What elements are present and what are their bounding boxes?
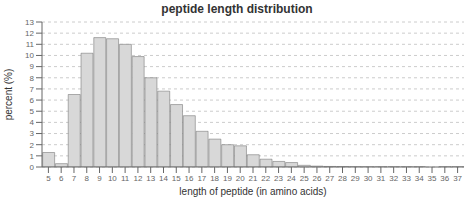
svg-text:length of peptide (in amino ac: length of peptide (in amino acids) xyxy=(179,186,326,197)
svg-text:13: 13 xyxy=(25,18,34,27)
svg-text:9: 9 xyxy=(97,174,102,183)
svg-text:22: 22 xyxy=(261,174,270,183)
svg-text:7: 7 xyxy=(30,85,35,94)
svg-text:35: 35 xyxy=(428,174,437,183)
svg-text:8: 8 xyxy=(30,74,35,83)
svg-text:8: 8 xyxy=(85,174,90,183)
svg-text:25: 25 xyxy=(300,174,309,183)
svg-text:percent (%): percent (%) xyxy=(8,69,14,121)
svg-text:21: 21 xyxy=(249,174,258,183)
svg-text:26: 26 xyxy=(312,174,321,183)
svg-text:30: 30 xyxy=(364,174,373,183)
svg-text:17: 17 xyxy=(197,174,206,183)
svg-text:6: 6 xyxy=(30,96,35,105)
svg-text:12: 12 xyxy=(133,174,142,183)
svg-text:20: 20 xyxy=(236,174,245,183)
svg-text:13: 13 xyxy=(146,174,155,183)
svg-text:32: 32 xyxy=(389,174,398,183)
svg-text:27: 27 xyxy=(325,174,334,183)
svg-text:24: 24 xyxy=(287,174,296,183)
svg-text:3: 3 xyxy=(30,129,35,138)
svg-text:6: 6 xyxy=(59,174,64,183)
html-text:peptide length distribution: peptide length distribution xyxy=(161,2,313,16)
svg-text:15: 15 xyxy=(172,174,181,183)
svg-text:4: 4 xyxy=(30,118,35,127)
svg-text:11: 11 xyxy=(26,40,35,49)
svg-text:36: 36 xyxy=(440,174,449,183)
svg-text:37: 37 xyxy=(453,174,462,183)
svg-text:12: 12 xyxy=(25,29,34,38)
svg-text:1: 1 xyxy=(30,152,35,161)
svg-text:9: 9 xyxy=(30,62,35,71)
svg-text:7: 7 xyxy=(72,174,77,183)
svg-text:18: 18 xyxy=(210,174,219,183)
svg-text:34: 34 xyxy=(415,174,424,183)
svg-text:0: 0 xyxy=(30,163,35,172)
svg-text:2: 2 xyxy=(30,141,35,150)
svg-text:14: 14 xyxy=(159,174,168,183)
svg-text:5: 5 xyxy=(46,174,51,183)
svg-text:28: 28 xyxy=(338,174,347,183)
svg-text:16: 16 xyxy=(185,174,194,183)
svg-text:5: 5 xyxy=(30,107,35,116)
svg-text:10: 10 xyxy=(25,51,34,60)
svg-text:19: 19 xyxy=(223,174,232,183)
svg-text:29: 29 xyxy=(351,174,360,183)
svg-text:10: 10 xyxy=(108,174,117,183)
svg-text:11: 11 xyxy=(121,174,130,183)
svg-text:33: 33 xyxy=(402,174,411,183)
svg-text:31: 31 xyxy=(376,174,385,183)
svg-text:23: 23 xyxy=(274,174,283,183)
